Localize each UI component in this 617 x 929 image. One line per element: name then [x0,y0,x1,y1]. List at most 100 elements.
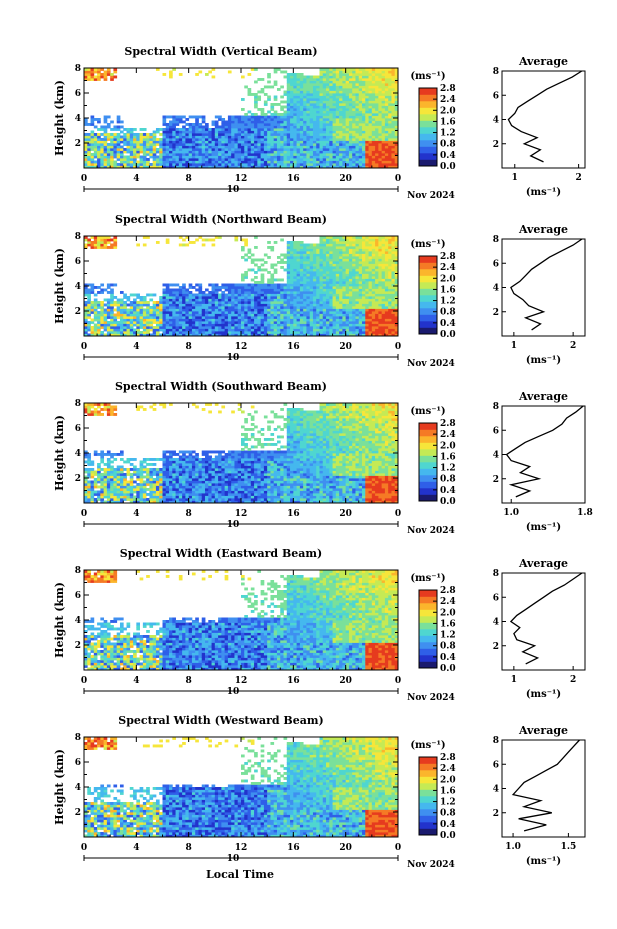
heatmap-cell [244,291,248,294]
heatmap-cell [352,293,356,297]
heatmap-cell [303,246,307,249]
heatmap-cell [254,120,258,124]
heatmap-cell [362,316,366,319]
heatmap-cell [345,323,350,327]
heatmap-cell [198,308,203,312]
heatmap-cell [309,306,314,309]
heatmap-cell [182,303,186,307]
heatmap-cell [299,276,304,279]
heatmap-cell [358,331,363,334]
heatmap-cell [365,140,369,144]
heatmap-cell [119,328,124,332]
heatmap-cell [299,88,304,91]
heatmap-cell [286,258,291,262]
heatmap-cell [319,145,324,149]
heatmap-cell [394,125,399,129]
heatmap-cell [93,155,98,159]
heatmap-cell [309,115,314,119]
heatmap-cell [165,130,170,134]
heatmap-cell [303,248,307,252]
heatmap-cell [293,163,297,166]
heatmap-cell [316,133,320,136]
heatmap-cell [335,301,340,304]
heatmap-cell [260,78,265,81]
heatmap-cell [312,145,317,149]
heatmap-cell [316,120,320,124]
heatmap-cell [123,311,127,314]
heatmap-cell [162,296,167,299]
heatmap-cell [388,88,392,91]
heatmap-cell [283,70,288,74]
heatmap-cell [84,326,88,329]
heatmap-cell [257,123,262,126]
heatmap-cell [306,113,311,116]
heatmap-cell [214,328,219,332]
heatmap-cell [365,293,369,297]
heatmap-cell [159,133,163,136]
heatmap-cell [218,323,222,327]
heatmap-cell [205,155,209,159]
heatmap-cell [90,158,95,161]
heatmap-cell [296,73,301,76]
heatmap-cell [257,133,262,136]
heatmap-cell [348,276,353,279]
heatmap-cell [345,158,350,161]
heatmap-cell [299,133,304,136]
heatmap-cell [296,253,301,257]
heatmap-cell [303,118,307,121]
heatmap-cell [254,145,258,149]
heatmap-cell [316,103,320,106]
heatmap-cell [146,153,150,156]
heatmap-cell [172,306,176,309]
heatmap-cell [110,165,114,169]
heatmap-cell [87,158,91,161]
heatmap-cell [254,288,258,292]
heatmap-cell [208,298,212,302]
heatmap-cell [201,291,206,294]
heatmap-cell [332,313,337,317]
heatmap-cell [352,73,356,76]
heatmap-cell [348,301,353,304]
heatmap-cell [133,308,137,312]
heatmap-cell [244,258,248,262]
heatmap-cell [352,100,356,104]
heatmap-cell [332,123,337,126]
heatmap-cell [319,248,324,252]
heatmap-cell [316,316,320,319]
heatmap-cell [283,283,288,287]
heatmap-cell [227,318,232,322]
heatmap-cell [237,140,242,144]
heatmap-cell [133,165,137,169]
heatmap-cell [283,125,288,129]
heatmap-cell [267,165,271,169]
heatmap-cell [339,110,343,114]
heatmap-cell [237,308,242,312]
heatmap-cell [123,326,127,329]
heatmap-cell [286,158,291,161]
heatmap-cell [260,90,265,94]
heatmap-cell [355,331,360,334]
heatmap-cell [303,308,307,312]
heatmap-cell [388,145,392,149]
heatmap-cell [342,75,347,79]
heatmap-cell [159,163,163,166]
heatmap-cell [205,148,209,151]
heatmap-cell [133,133,137,136]
heatmap-cell [319,281,324,284]
heatmap-cell [355,261,360,264]
heatmap-cell [312,258,317,262]
heatmap-cell [218,158,222,161]
heatmap-cell [270,85,275,89]
heatmap-cell [263,138,268,141]
heatmap-cell [358,276,363,279]
heatmap-cell [381,130,386,134]
heatmap-cell [90,68,95,71]
heatmap-cell [352,248,356,252]
heatmap-cell [244,153,248,156]
heatmap-cell [116,303,121,307]
heatmap-cell [93,70,98,74]
heatmap-cell [146,301,150,304]
heatmap-cell [329,306,333,309]
heatmap-cell [263,120,268,124]
heatmap-cell [254,103,258,106]
